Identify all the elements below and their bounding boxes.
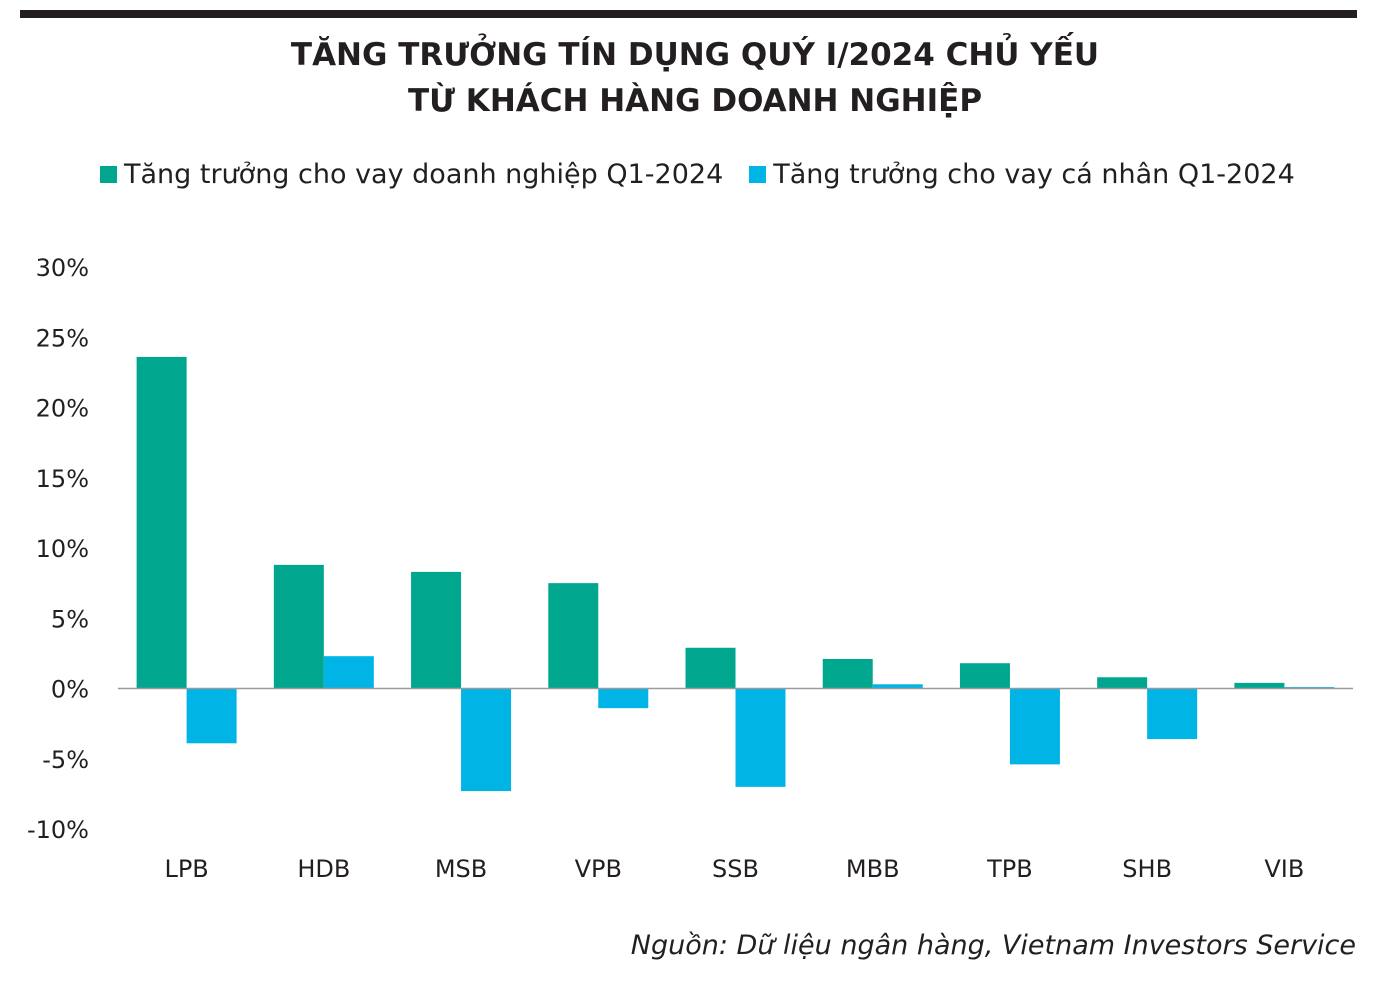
y-tick-label: -5% <box>42 746 89 774</box>
bar-corporate-vib <box>1234 682 1285 689</box>
y-tick-label: 20% <box>36 395 89 423</box>
bar-individual-ssb <box>735 688 786 787</box>
bar-individual-hdb <box>323 656 374 689</box>
top-rule <box>20 10 1357 18</box>
bar-corporate-lpb <box>136 356 187 689</box>
y-tick-label: 10% <box>36 535 89 563</box>
y-tick-label: -10% <box>27 816 89 844</box>
legend-swatch-corporate <box>100 165 117 183</box>
x-tick-label: SHB <box>1122 855 1172 883</box>
legend-label-individual: Tăng trưởng cho vay cá nhân Q1-2024 <box>773 158 1295 190</box>
bar-corporate-shb <box>1097 677 1148 689</box>
y-tick-label: 15% <box>36 465 89 493</box>
bar-corporate-mbb <box>822 658 873 689</box>
bar-individual-shb <box>1147 688 1198 740</box>
title-line-2: TỪ KHÁCH HÀNG DOANH NGHIỆP <box>407 83 983 119</box>
x-tick-label: VIB <box>1264 855 1304 883</box>
x-tick-label: SSB <box>712 855 759 883</box>
x-tick-label: MBB <box>846 855 900 883</box>
legend-item-individual: Tăng trưởng cho vay cá nhân Q1-2024 <box>749 159 1295 190</box>
bar-corporate-tpb <box>959 663 1010 689</box>
legend: Tăng trưởng cho vay doanh nghiệp Q1-2024… <box>100 154 1321 194</box>
bar-corporate-ssb <box>685 647 736 689</box>
source-note: Nguồn: Dữ liệu ngân hàng, Vietnam Invest… <box>630 930 1356 961</box>
y-tick-label: 25% <box>36 324 89 352</box>
bar-corporate-msb <box>411 571 462 689</box>
bar-corporate-hdb <box>273 564 324 689</box>
bar-individual-vpb <box>598 688 649 709</box>
x-tick-label: LPB <box>164 855 208 883</box>
y-tick-label: 30% <box>36 254 89 282</box>
bar-individual-msb <box>461 688 512 792</box>
bar-individual-tpb <box>1009 688 1060 765</box>
y-tick-label: 5% <box>51 605 89 633</box>
x-tick-label: TPB <box>986 855 1033 883</box>
title-line-1: TĂNG TRƯỞNG TÍN DỤNG QUÝ I/2024 CHỦ YẾU <box>290 37 1100 73</box>
bar-individual-lpb <box>186 688 237 744</box>
bar-individual-mbb <box>872 684 923 689</box>
x-tick-label: HDB <box>297 855 350 883</box>
legend-label-corporate: Tăng trưởng cho vay doanh nghiệp Q1-2024 <box>124 158 724 190</box>
x-tick-label: VPB <box>575 855 622 883</box>
x-tick-label: MSB <box>435 855 487 883</box>
chart-title: TĂNG TRƯỞNG TÍN DỤNG QUÝ I/2024 CHỦ YẾU … <box>0 32 1390 124</box>
legend-swatch-individual <box>749 165 767 183</box>
y-tick-label: 0% <box>51 676 89 704</box>
legend-item-corporate: Tăng trưởng cho vay doanh nghiệp Q1-2024 <box>100 159 723 190</box>
bar-corporate-vpb <box>548 583 599 689</box>
